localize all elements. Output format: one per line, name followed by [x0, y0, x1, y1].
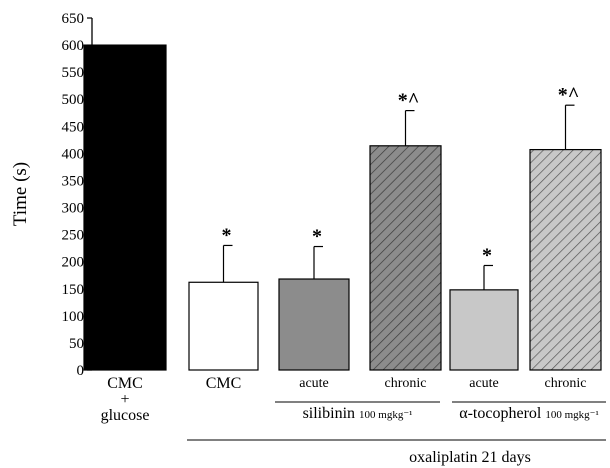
bar [83, 44, 167, 371]
category-label: CMC [206, 375, 242, 392]
y-tick-label: 100 [62, 309, 85, 325]
y-tick-label: 250 [62, 228, 85, 244]
group-label: α-tocopherol 100 mgkg⁻¹ [459, 405, 599, 422]
y-tick-label: 150 [62, 282, 85, 298]
y-tick-label: 200 [62, 255, 85, 271]
y-tick-label: 600 [62, 38, 85, 54]
y-tick-label: 300 [62, 201, 85, 217]
group-unit: 100 mgkg⁻¹ [545, 409, 598, 421]
category-label: acute [469, 376, 499, 391]
group-name: α-tocopherol [459, 405, 545, 422]
bar [369, 145, 442, 371]
category-label: CMC + glucose [101, 375, 150, 424]
significance-marker: *^ [398, 90, 420, 112]
y-tick-label: 650 [62, 11, 85, 27]
significance-marker: * [312, 226, 322, 248]
group-unit: 100 mgkg⁻¹ [359, 409, 412, 421]
group-name: silibinin [303, 405, 359, 422]
significance-marker: *^ [558, 84, 580, 106]
category-label: acute [299, 376, 329, 391]
bar [529, 148, 602, 371]
y-tick-label: 350 [62, 173, 85, 189]
y-tick-label: 400 [62, 146, 85, 162]
bar [278, 278, 350, 371]
significance-marker: * [482, 244, 492, 266]
y-axis-label: Time (s) [10, 162, 31, 226]
supergroup-label: oxaliplatin 21 days [409, 449, 531, 466]
category-label: chronic [385, 376, 427, 391]
y-tick-label: 50 [69, 336, 84, 352]
y-tick-label: 0 [77, 363, 85, 379]
y-tick-label: 500 [62, 92, 85, 108]
y-tick-label: 450 [62, 119, 85, 135]
y-tick-label: 550 [62, 65, 85, 81]
significance-marker: * [222, 224, 232, 246]
bar [449, 289, 519, 371]
group-label: silibinin 100 mgkg⁻¹ [303, 405, 413, 422]
bar [188, 281, 259, 371]
category-label: chronic [545, 376, 587, 391]
